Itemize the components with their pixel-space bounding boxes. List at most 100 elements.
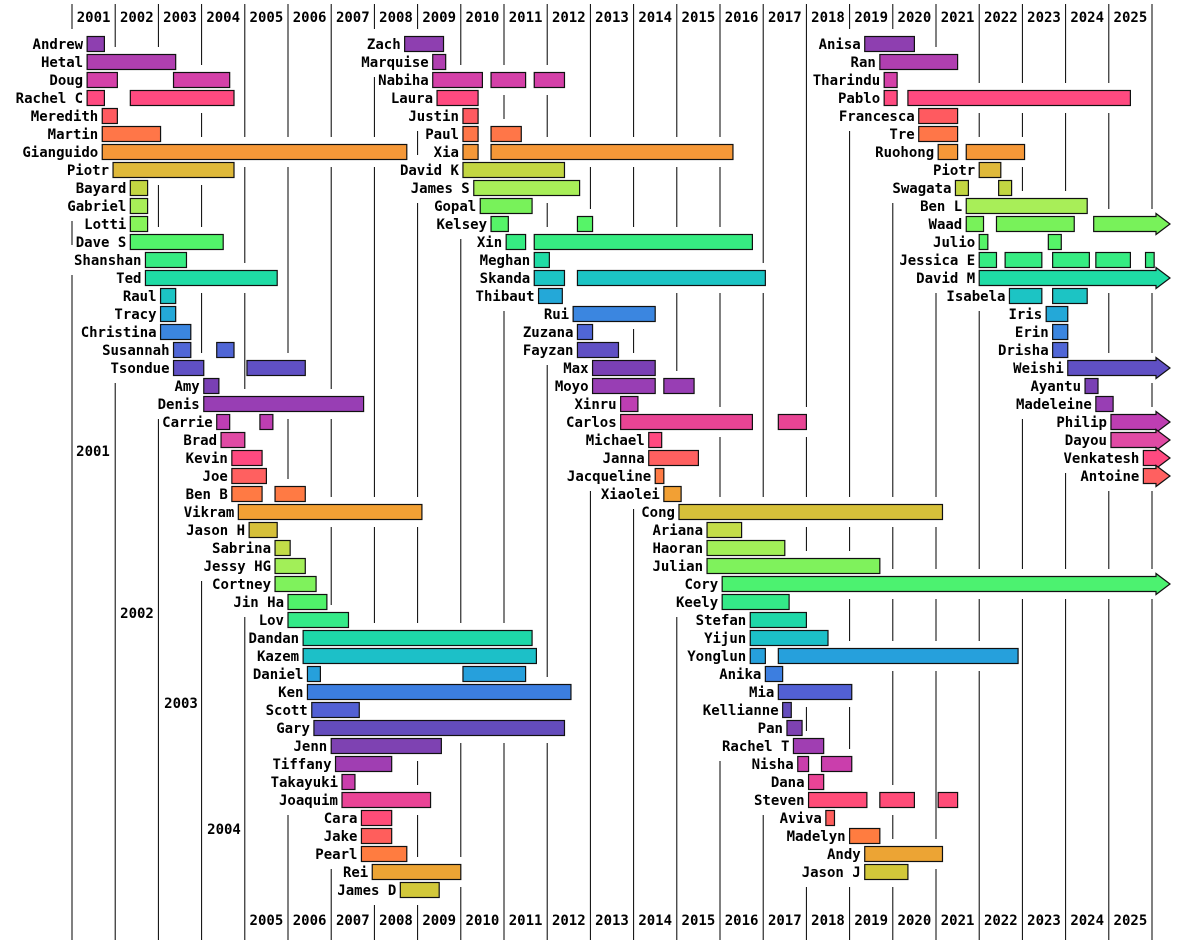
bar-laura <box>436 89 479 107</box>
person-name-label: Yonglun <box>687 649 746 665</box>
bar-rachel-c <box>129 89 235 107</box>
bar-anisa <box>864 35 915 53</box>
bar-jessica-e <box>978 251 998 269</box>
bar-dana <box>807 773 825 791</box>
bar-nabiha <box>533 71 566 89</box>
person-name-label: Steven <box>754 793 805 809</box>
person-name-label: Rui <box>544 307 569 323</box>
bar-kelsey <box>490 215 509 233</box>
bar-tracy <box>159 305 177 323</box>
bar-tre <box>918 125 959 143</box>
bar-ongoing-david-m <box>978 266 1171 290</box>
person-name-label: Hetal <box>41 55 83 71</box>
person-name-label: Carrie <box>162 415 213 431</box>
bar-meredith <box>101 107 118 125</box>
bar-tiffany <box>334 755 393 773</box>
year-grid <box>71 4 1153 940</box>
bar-andrew <box>86 35 106 53</box>
person-name-label: Scott <box>266 703 308 719</box>
person-name-label: Jessica E <box>899 253 975 269</box>
person-name-label: Piotr <box>933 163 975 179</box>
person-name-label: Cory <box>684 577 718 593</box>
person-name-label: Mia <box>749 685 774 701</box>
side-year-label: 2003 <box>164 696 198 712</box>
person-name-label: Ted <box>116 271 141 287</box>
person-name-label: Xin <box>477 235 502 251</box>
bar-jacqueline <box>654 467 665 485</box>
bar-nisha <box>797 755 810 773</box>
bar-piotr <box>978 161 1002 179</box>
bar-nisha <box>820 755 853 773</box>
bar-jessica-e <box>1095 251 1131 269</box>
bar-david-k <box>462 161 566 179</box>
x-tick-label-bottom: 2012 <box>552 913 586 929</box>
bar-cara <box>360 809 393 827</box>
person-name-label: Weishi <box>1013 361 1064 377</box>
bar-brad <box>220 431 246 449</box>
x-tick-label-top: 2011 <box>509 10 543 26</box>
person-name-label: Joaquim <box>279 793 338 809</box>
x-tick-label-top: 2019 <box>854 10 888 26</box>
person-name-label: Pan <box>758 721 783 737</box>
person-name-label: Tracy <box>114 307 157 323</box>
person-name-label: Dana <box>771 775 805 791</box>
person-name-label: Marquise <box>361 55 428 71</box>
x-tick-label-top: 2001 <box>77 10 111 26</box>
person-name-label: Ben L <box>920 199 962 215</box>
bar-ongoing-dayou <box>1110 428 1171 452</box>
person-name-label: Gabriel <box>67 199 126 215</box>
x-tick-label-top: 2010 <box>466 10 500 26</box>
person-name-label: Julian <box>652 559 703 575</box>
person-name-label: Madeleine <box>1016 397 1092 413</box>
person-name-label: Haoran <box>652 541 703 557</box>
bar-ran <box>879 53 959 71</box>
bar-ongoing-philip <box>1110 410 1171 434</box>
bar-madeleine <box>1095 395 1114 413</box>
x-tick-label-top: 2012 <box>552 10 586 26</box>
x-axis-bottom: 2005 2006 2007 2008 2009 2010 2011 2012 2013 2014… <box>250 913 1148 929</box>
bar-ken <box>306 683 572 701</box>
person-name-label: Tsondue <box>111 361 170 377</box>
person-name-label: Ayantu <box>1030 379 1081 395</box>
bar-sabrina <box>274 539 291 557</box>
x-tick-label-bottom: 2005 <box>250 913 284 929</box>
person-name-label: Max <box>563 361 589 377</box>
person-name-label: Dandan <box>249 631 300 647</box>
x-tick-label-bottom: 2009 <box>422 913 456 929</box>
bar-aviva <box>825 809 836 827</box>
bar-xin <box>533 233 753 251</box>
bar-zach <box>404 35 445 53</box>
bar-hetal <box>86 53 177 71</box>
bar-susannah <box>172 341 192 359</box>
bar-steven <box>879 791 916 809</box>
bar-daniel <box>306 665 322 683</box>
person-name-label: Raul <box>123 289 157 305</box>
person-name-label: Isabela <box>946 289 1005 305</box>
bar-erin <box>1052 323 1069 341</box>
x-tick-label-top: 2016 <box>725 10 759 26</box>
person-name-label: Tharindu <box>813 73 880 89</box>
bar-gabriel <box>129 197 149 215</box>
bar-yonglun <box>749 647 766 665</box>
bar-lov <box>287 611 350 629</box>
bar-takayuki <box>341 773 356 791</box>
bar-yonglun <box>777 647 1019 665</box>
bar-dandan <box>302 629 533 647</box>
bar-carlos <box>777 413 808 431</box>
bar-tharindu <box>883 71 898 89</box>
person-name-label: Ben B <box>186 487 228 503</box>
x-tick-label-bottom: 2019 <box>854 913 888 929</box>
person-name-label: Daniel <box>253 667 304 683</box>
bar-tsondue <box>246 359 306 377</box>
bar-carrie <box>216 413 231 431</box>
person-name-label: Christina <box>81 325 157 341</box>
x-tick-label-top: 2014 <box>638 10 672 26</box>
person-name-label: Skanda <box>480 271 531 287</box>
bar-rachel-t <box>792 737 825 755</box>
bar-kelsey <box>576 215 594 233</box>
bar-carrie <box>259 413 274 431</box>
x-tick-label-top: 2018 <box>811 10 845 26</box>
bar-ayantu <box>1084 377 1099 395</box>
person-name-label: Takayuki <box>271 775 338 791</box>
